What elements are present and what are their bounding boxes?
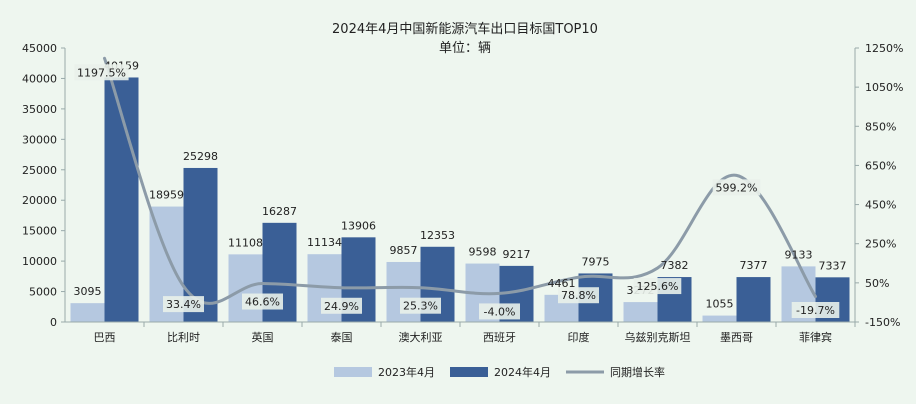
y-left-tick-label: 25000 xyxy=(22,164,57,177)
x-tick-label: 澳大利亚 xyxy=(399,330,443,344)
growth-rate-value-label: 125.6% xyxy=(637,280,679,293)
growth-rate-value-label: 24.9% xyxy=(324,300,359,313)
bar-2023-apr xyxy=(70,303,105,322)
y-right-tick-label: 1050% xyxy=(865,81,903,94)
y-right-tick-label: 450% xyxy=(865,199,896,212)
x-tick-label: 西班牙 xyxy=(483,331,516,344)
bar-2023-apr-value-label: 1055 xyxy=(706,298,734,311)
growth-label-box xyxy=(74,64,129,81)
y-right-tick-label: 850% xyxy=(865,120,896,133)
y-left-tick-label: 10000 xyxy=(22,255,57,268)
growth-label-box xyxy=(479,303,520,320)
bar-2023-apr-value-label: 9598 xyxy=(469,246,497,259)
growth-rate-value-label: 1197.5% xyxy=(77,66,126,79)
growth-rate-value-label: -19.7% xyxy=(796,304,835,317)
bar-2023-apr xyxy=(702,315,737,322)
y-right-tick-label: -150% xyxy=(865,316,900,329)
legend: 2023年4月 2024年4月 同期增长率 xyxy=(334,365,665,379)
growth-label-box xyxy=(558,287,599,304)
growth-label-box xyxy=(712,179,761,196)
axes-layer: 0 5000 10000 15000 20000 25000 30000 35000 40000… xyxy=(22,42,903,344)
bar-2024-apr-value-label: 13906 xyxy=(341,219,376,232)
y-left-tick-label: 45000 xyxy=(22,42,57,55)
x-tick-label: 墨西哥 xyxy=(720,331,753,344)
bar-2024-apr xyxy=(736,277,771,322)
y-right-tick-label: 250% xyxy=(865,238,896,251)
x-tick-label: 泰国 xyxy=(331,330,353,344)
bar-2023-apr-value-label: 3095 xyxy=(74,285,102,298)
x-tick-label: 英国 xyxy=(252,330,274,344)
y-left-tick-label: 20000 xyxy=(22,194,57,207)
y-left-tick-label: 5000 xyxy=(29,286,57,299)
growth-label-box xyxy=(791,302,840,318)
growth-rate-value-label: -4.0% xyxy=(484,305,516,318)
chart-subtitle: 单位：辆 xyxy=(439,41,491,56)
x-tick-label: 印度 xyxy=(568,330,590,344)
legend-label: 同期增长率 xyxy=(610,365,665,379)
legend-swatch xyxy=(450,367,488,377)
bar-2023-apr-value-label: 9857 xyxy=(390,244,418,257)
y-left-tick-label: 40000 xyxy=(22,72,57,85)
growth-line-layer xyxy=(103,56,817,305)
bar-2023-apr-value-label: 9133 xyxy=(785,248,813,261)
growth-rate-line xyxy=(103,56,817,305)
growth-label-box xyxy=(633,278,682,295)
bar-2023-apr-value-label: 11108 xyxy=(228,236,263,249)
growth-label-box xyxy=(163,296,204,313)
legend-swatch xyxy=(334,367,372,377)
y-right-tick-label: 50% xyxy=(865,277,889,290)
y-right-tick-label: 650% xyxy=(865,159,896,172)
bar-2024-apr-value-label: 9217 xyxy=(503,248,531,261)
x-tick-label: 乌兹别克斯坦 xyxy=(625,330,691,344)
growth-rate-value-label: 78.8% xyxy=(561,289,596,302)
growth-label-box xyxy=(321,297,362,314)
bar-2023-apr-value-label: 11134 xyxy=(307,236,342,249)
legend-label: 2024年4月 xyxy=(494,365,551,379)
growth-rate-value-label: 25.3% xyxy=(403,300,438,313)
y-right-tick-label: 1250% xyxy=(865,42,903,55)
y-left-tick-label: 15000 xyxy=(22,225,57,238)
growth-rate-value-label: 46.6% xyxy=(245,296,280,309)
y-left-tick-label: 35000 xyxy=(22,103,57,116)
data-labels-layer: 3095401591895925298111081628711134139069… xyxy=(74,59,847,320)
bar-2024-apr-value-label: 25298 xyxy=(183,150,218,163)
y-left-tick-label: 0 xyxy=(50,316,57,329)
bar-2023-apr xyxy=(623,302,658,322)
bar-2024-apr-value-label: 12353 xyxy=(420,229,455,242)
growth-rate-value-label: 33.4% xyxy=(166,298,201,311)
bar-2024-apr-value-label: 7337 xyxy=(819,259,847,272)
bar-2024-apr-value-label: 16287 xyxy=(262,205,297,218)
legend-label: 2023年4月 xyxy=(378,365,435,379)
x-tick-label: 比利时 xyxy=(167,331,200,344)
x-tick-label: 巴西 xyxy=(94,331,116,344)
growth-label-box xyxy=(242,293,283,310)
bar-2023-apr-value-label: 18959 xyxy=(149,189,184,202)
y-left-tick-label: 30000 xyxy=(22,133,57,146)
bar-2024-apr-value-label: 7382 xyxy=(661,259,689,272)
bar-2024-apr-value-label: 7975 xyxy=(582,255,610,268)
bar-2024-apr-value-label: 7377 xyxy=(740,259,768,272)
growth-rate-value-label: 599.2% xyxy=(716,181,758,194)
x-tick-label: 菲律宾 xyxy=(799,330,832,344)
growth-label-box xyxy=(400,297,441,314)
bar-2023-apr-value-label: 4461 xyxy=(548,277,576,290)
chart-title: 2024年4月中国新能源汽车出口目标国TOP10 xyxy=(332,21,598,37)
